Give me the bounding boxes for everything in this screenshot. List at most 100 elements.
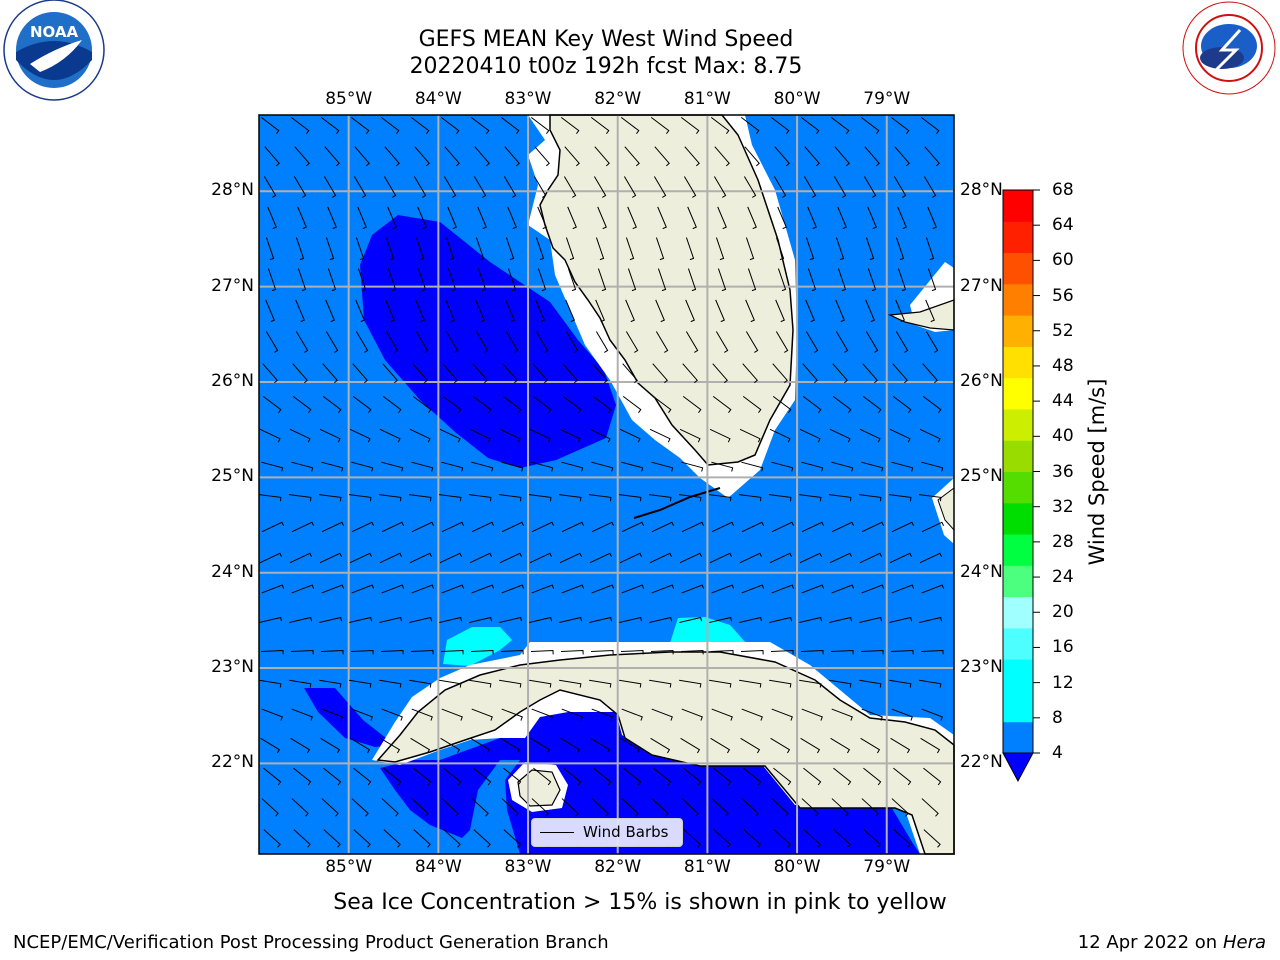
wind-barb [745,237,755,261]
wind-barb [627,206,637,230]
colorbar-segment [1003,534,1033,566]
wind-barb [769,679,792,688]
wind-barb [533,176,547,198]
wind-barb [263,767,282,786]
wind-barb [350,116,370,135]
wind-barb [470,649,494,655]
wind-barb [561,461,584,472]
wind-barb [739,679,762,688]
wind-barb [801,708,823,721]
wind-barb [802,395,822,413]
wind-barb [535,237,545,261]
wind-barb [627,268,637,292]
wind-barb [531,584,555,594]
wind-barb [652,363,668,384]
florida-peninsula [539,114,794,466]
wind-barb [895,331,909,353]
wind-barb [921,521,945,533]
wind-barb [889,494,912,502]
wind-barb [475,237,485,261]
wind-barb [501,521,525,533]
wind-barb [383,176,397,198]
wind-barb [650,116,670,135]
wind-barb [409,679,432,688]
wind-barb [355,237,365,261]
wind-barb [590,649,614,655]
wind-barb [500,116,520,135]
wind-barb [263,176,277,198]
wind-barb [383,829,401,848]
wind-barb [680,737,701,754]
colorbar-tick-label: 4 [1052,743,1063,763]
wind-barb [799,616,823,623]
wind-barb [500,737,521,754]
latitude-label: 26°N [960,370,1003,391]
latitude-label: 25°N [960,466,1003,487]
wind-barb [890,649,914,655]
wind-barb [477,268,487,292]
wind-barb [409,552,433,564]
colorbar-segment [1003,471,1033,504]
wind-barb [385,299,395,323]
wind-barb [560,737,581,754]
wind-barb [352,363,368,384]
legend-line-icon [540,832,574,833]
wind-barb [265,331,279,353]
wind-barb [319,552,343,564]
wind-barb [712,363,728,384]
wind-barb [260,649,284,655]
wind-barb [353,829,371,848]
wind-barb [620,116,640,135]
wind-barb [471,584,495,594]
colorbar-tick-label: 24 [1052,567,1074,588]
colorbar-tick-label: 32 [1052,496,1074,517]
wind-barb [259,679,282,688]
wind-barb [681,461,704,472]
wind-barb [531,461,554,472]
wind-barb [563,176,577,198]
wind-barb [384,146,400,167]
wind-barb [262,395,282,413]
colorbar-tick-label: 8 [1052,707,1063,728]
colorbar-segment [1003,315,1033,347]
map-frame [258,114,955,855]
wind-barb [655,331,669,353]
wind-barb [624,146,640,167]
longitude-label: 84°W [414,89,462,109]
wind-barb [651,521,675,533]
wind-barb [772,363,788,384]
colorbar-tick-label: 48 [1052,355,1074,376]
wind-barb [832,395,852,413]
wind-barb [354,146,370,167]
wind-barb [739,552,763,564]
wind-barb [499,428,521,443]
wind-barb [529,428,551,443]
wind-barb [503,176,517,198]
latitude-label: 28°N [960,180,1003,201]
wind-barb [650,649,674,655]
wind-barb [777,268,787,292]
wind-barb [799,494,822,502]
wind-barb [442,363,458,384]
wind-barb [709,552,733,564]
legend-label: Wind Barbs [583,823,669,841]
wind-barb [500,649,524,655]
wind-barb [469,428,491,443]
wind-barb [650,737,671,754]
wind-barb [443,767,462,786]
wind-barb [833,176,847,198]
wind-barb [891,798,909,817]
wind-barb [444,146,460,167]
wind-barb [561,521,585,533]
wind-barb [867,206,877,230]
wind-barb [349,428,371,443]
wind-barb [891,584,915,594]
wind-barb [355,299,365,323]
wind-barb [415,299,425,323]
wind-barb [805,237,815,261]
wind-barb [743,829,761,848]
wind-barb [323,176,337,198]
latitude-label: 22°N [960,752,1003,773]
wind-barb [927,268,937,292]
wind-barb [715,331,729,353]
